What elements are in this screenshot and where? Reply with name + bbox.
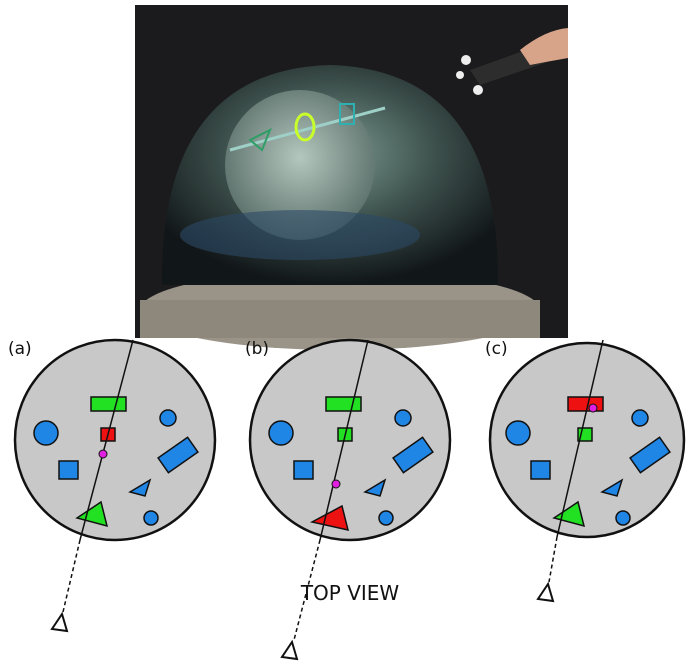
panel-c bbox=[488, 339, 686, 603]
panel-label: (a) bbox=[8, 339, 32, 359]
caption: TOP VIEW bbox=[300, 581, 400, 605]
photo bbox=[135, 5, 568, 350]
panel-label: (c) bbox=[485, 339, 508, 359]
panel-b bbox=[248, 338, 452, 661]
panel-label: (b) bbox=[245, 339, 269, 359]
panel-a bbox=[13, 338, 217, 633]
